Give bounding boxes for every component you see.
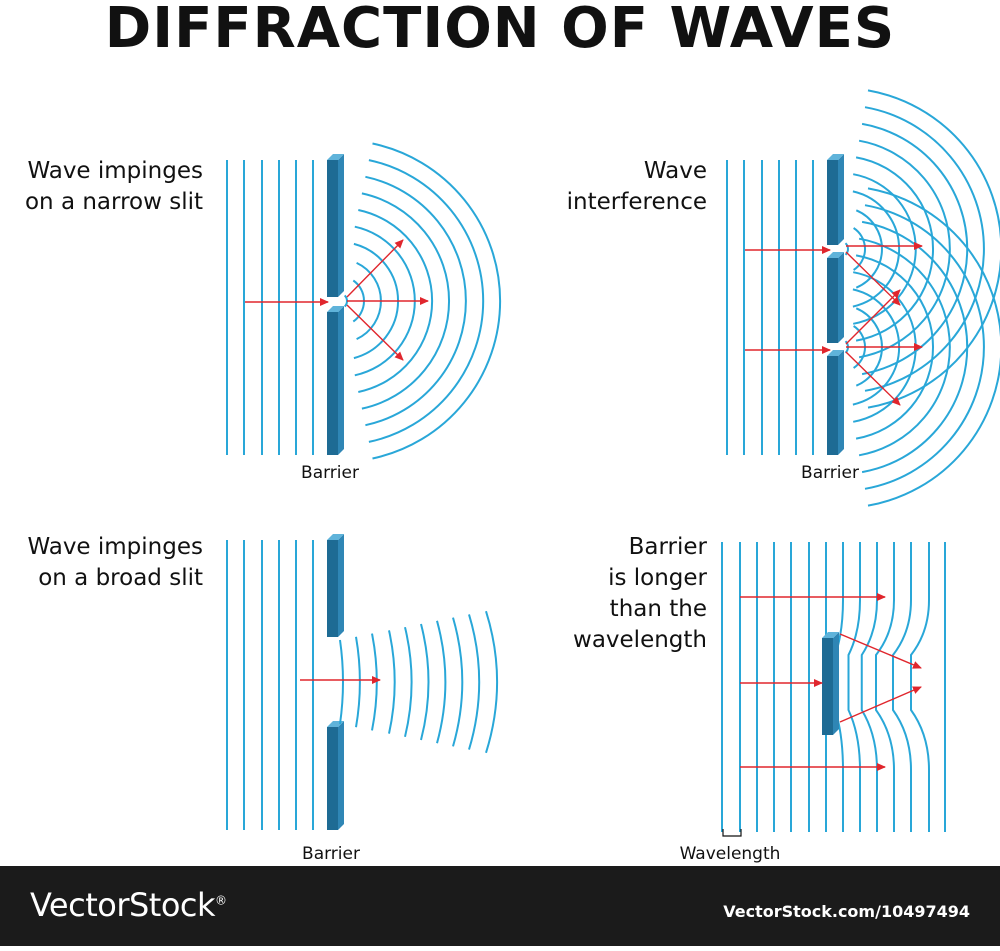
diffracted-wavefront-arc bbox=[853, 227, 867, 271]
barrier-side bbox=[338, 721, 344, 830]
panel-long-barrier bbox=[721, 542, 946, 837]
long-barrier-label-line2: is longer bbox=[608, 565, 707, 591]
panel-narrow-slit bbox=[226, 142, 502, 460]
barrier-side bbox=[833, 632, 839, 735]
wavefront-curve bbox=[485, 610, 499, 754]
diffracted-wavefront-arc bbox=[855, 156, 934, 342]
barrier-top bbox=[327, 306, 344, 312]
bent-wavefront-line bbox=[910, 542, 930, 832]
bent-wavefront-line bbox=[860, 542, 878, 832]
barrier-side bbox=[838, 252, 844, 343]
wavefront-curve bbox=[404, 626, 413, 738]
barrier-top bbox=[827, 252, 844, 258]
panel-wave-interference bbox=[726, 89, 1000, 507]
direction-arrow bbox=[845, 351, 901, 406]
wavelength-bracket bbox=[722, 829, 742, 837]
footer-bar bbox=[0, 866, 1000, 946]
interference-label-line1: Wave bbox=[643, 158, 707, 184]
barrier-front bbox=[822, 638, 833, 735]
direction-arrow bbox=[845, 251, 901, 306]
brand-logo: VectorStock® bbox=[30, 886, 227, 924]
narrow-slit-label: Wave impinges on a narrow slit bbox=[0, 156, 203, 218]
barrier-top bbox=[822, 632, 839, 638]
page-title: DIFFRACTION OF WAVES bbox=[104, 0, 896, 61]
bent-wavefront-line bbox=[875, 542, 895, 832]
barrier-side bbox=[338, 154, 344, 297]
wavelength-caption: Wavelength bbox=[679, 844, 781, 864]
barrier-top bbox=[327, 534, 344, 540]
direction-arrow bbox=[845, 289, 901, 345]
brand-name: VectorStock bbox=[30, 886, 216, 924]
wavefront-curve bbox=[371, 633, 378, 731]
long-barrier-label-line4: wavelength bbox=[573, 627, 707, 653]
diffracted-wavefront-arc bbox=[864, 204, 985, 490]
barrier-top bbox=[827, 350, 844, 356]
long-barrier-label: Barrier is longer than the wavelength bbox=[540, 532, 707, 656]
diffracted-wavefront-arc bbox=[864, 106, 985, 392]
diffracted-wavefront-arc bbox=[853, 173, 917, 325]
diffracted-wavefront-arc bbox=[358, 209, 434, 393]
broad-slit-label-line1: Wave impinges bbox=[27, 534, 203, 560]
barrier-front bbox=[827, 160, 838, 245]
broad-slit-label: Wave impinges on a broad slit bbox=[0, 532, 203, 594]
wavefront-curve bbox=[355, 636, 361, 728]
barrier-front bbox=[327, 160, 338, 297]
diffracted-wavefront-arc bbox=[867, 187, 1000, 507]
barrier-side bbox=[838, 154, 844, 245]
barrier-front bbox=[827, 356, 838, 455]
interference-label-line2: interference bbox=[566, 189, 707, 215]
diffracted-wavefront-arc bbox=[343, 294, 348, 308]
narrow-slit-barrier-caption: Barrier bbox=[301, 463, 359, 483]
wavefront-curve bbox=[388, 630, 396, 734]
diffracted-wavefront-arc bbox=[861, 220, 969, 474]
direction-arrow bbox=[839, 633, 922, 669]
barrier-side bbox=[338, 306, 344, 455]
wavefront-curve bbox=[452, 617, 464, 747]
narrow-slit-label-line2: on a narrow slit bbox=[24, 189, 203, 215]
diffracted-wavefront-arc bbox=[368, 159, 485, 443]
wavefront-curve bbox=[420, 623, 430, 741]
narrow-slit-label-line1: Wave impinges bbox=[27, 158, 203, 184]
direction-arrow bbox=[346, 239, 404, 298]
barrier-side bbox=[338, 534, 344, 637]
image-id: VectorStock.com/10497494 bbox=[723, 902, 970, 921]
barrier-front bbox=[327, 540, 338, 637]
long-barrier-label-line3: than the bbox=[609, 596, 707, 622]
barrier-front bbox=[327, 312, 338, 455]
broad-slit-barrier-caption: Barrier bbox=[302, 844, 360, 864]
barrier-top bbox=[827, 154, 844, 160]
barrier-top bbox=[327, 154, 344, 160]
broad-slit-label-line2: on a broad slit bbox=[38, 565, 203, 591]
long-barrier-label-line1: Barrier bbox=[628, 534, 707, 560]
panel-broad-slit bbox=[226, 534, 499, 830]
diffracted-wavefront-arc bbox=[844, 242, 849, 256]
interference-barrier-caption: Barrier bbox=[801, 463, 859, 483]
diffracted-wavefront-arc bbox=[855, 209, 883, 289]
diffracted-wavefront-arc bbox=[361, 192, 450, 410]
diffracted-wavefront-arc bbox=[858, 139, 951, 359]
barrier-side bbox=[838, 350, 844, 455]
bent-wavefront-line bbox=[847, 542, 861, 832]
diffracted-wavefront-arc bbox=[867, 89, 1000, 409]
diffracted-wavefront-arc bbox=[855, 254, 934, 440]
diffracted-wavefront-arc bbox=[858, 237, 951, 457]
brand-registered-mark: ® bbox=[215, 893, 227, 908]
wavefront-curve bbox=[339, 639, 344, 725]
barrier-front bbox=[827, 258, 838, 343]
direction-arrow bbox=[346, 304, 404, 361]
wavefront-curve bbox=[436, 620, 447, 744]
bent-wavefront-line bbox=[892, 542, 912, 832]
diffracted-wavefront-arc bbox=[365, 175, 467, 427]
wavefront-curve bbox=[468, 614, 481, 750]
barrier-front bbox=[327, 727, 338, 830]
direction-arrow bbox=[839, 686, 922, 723]
interference-label: Wave interference bbox=[540, 156, 707, 218]
diffracted-wavefront-arc bbox=[372, 142, 502, 460]
